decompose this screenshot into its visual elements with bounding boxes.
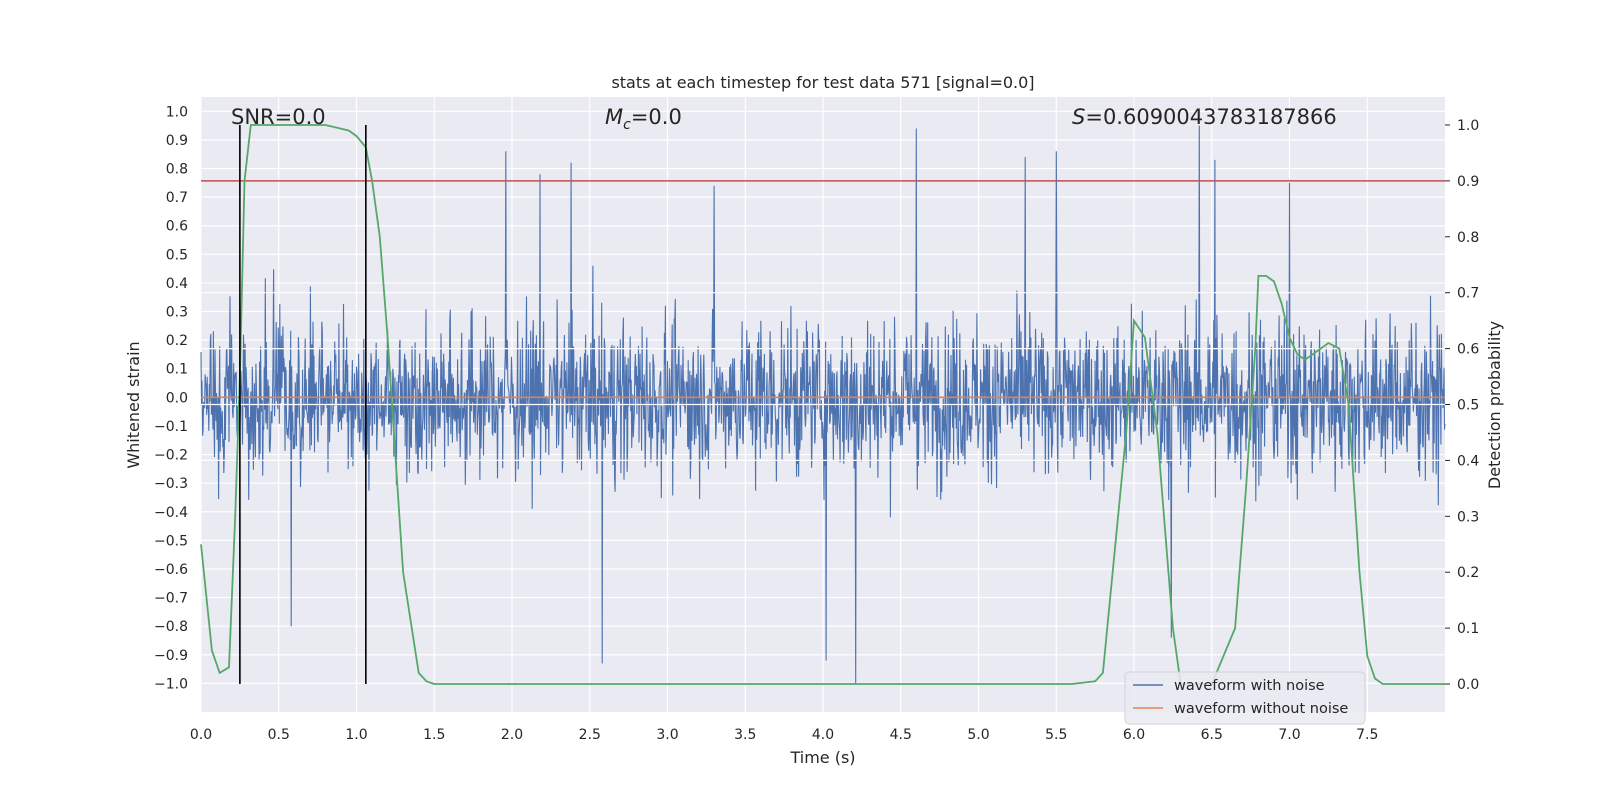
y-left-tick-label: −0.5 (154, 533, 188, 549)
x-tick-label: 7.5 (1356, 727, 1378, 743)
y-left-tick-label: −0.7 (154, 591, 188, 607)
mc-symbol: M (605, 105, 623, 129)
y-left-tick-label: −0.1 (154, 419, 188, 435)
y-left-tick-label: −0.9 (154, 648, 188, 664)
noisy-waveform-line (200, 125, 1446, 684)
y-left-tick-label: 0.2 (166, 333, 188, 349)
mc-subscript: c (623, 117, 631, 133)
x-tick-label: 0.0 (190, 727, 212, 743)
y-left-axis-ticks: 1.0 0.9 0.8 0.7 0.6 0.5 0.4 0.3 0.2 0.1 0.0 −0.1 −0.… (154, 104, 188, 692)
x-axis-ticks: 0.0 0.5 1.0 1.5 2.0 2.5 3.0 3.5 4.0 4.5 5.0 5.5 6.0 6… (190, 727, 1379, 743)
x-tick-label: 1.0 (345, 727, 367, 743)
y-left-tick-label: −0.2 (154, 448, 188, 464)
y-right-tick-label: 0.5 (1457, 398, 1479, 414)
x-tick-label: 5.0 (967, 727, 989, 743)
y-left-axis-label: Whitened strain (124, 341, 143, 468)
y-left-tick-label: 1.0 (166, 104, 188, 120)
y-right-tick-label: 0.8 (1457, 230, 1479, 246)
x-tick-label: 0.5 (268, 727, 290, 743)
noisy-waveform-series (200, 125, 1446, 684)
y-right-tick-label: 0.6 (1457, 342, 1479, 358)
y-right-axis-label: Detection probability (1485, 321, 1504, 489)
y-left-tick-label: 0.0 (166, 390, 188, 406)
y-left-tick-label: 0.4 (166, 276, 188, 292)
x-tick-label: 2.0 (501, 727, 523, 743)
y-left-tick-label: 0.8 (166, 162, 188, 178)
y-left-tick-label: 0.5 (166, 247, 188, 263)
x-tick-label: 3.0 (656, 727, 678, 743)
x-tick-label: 1.5 (423, 727, 445, 743)
chart-title: stats at each timestep for test data 571… (611, 73, 1034, 92)
y-right-tick-label: 0.4 (1457, 453, 1479, 469)
y-right-tick-label: 0.0 (1457, 677, 1479, 693)
legend-noisy-label: waveform with noise (1174, 678, 1325, 694)
y-left-tick-label: −1.0 (154, 676, 188, 692)
s-value: =0.6090043783187866 (1085, 105, 1336, 129)
x-tick-label: 2.5 (579, 727, 601, 743)
mc-annotation: Mc=0.0 (605, 105, 682, 133)
y-right-tick-label: 0.1 (1457, 621, 1479, 637)
y-right-tick-label: 1.0 (1457, 118, 1479, 134)
x-tick-label: 7.0 (1278, 727, 1300, 743)
legend: waveform with noise waveform without noi… (1124, 671, 1366, 725)
y-left-tick-label: −0.8 (154, 619, 188, 635)
y-left-tick-label: −0.3 (154, 476, 188, 492)
mc-value: =0.0 (631, 105, 682, 129)
x-tick-label: 6.0 (1123, 727, 1145, 743)
y-left-tick-label: 0.7 (166, 190, 188, 206)
x-tick-label: 5.5 (1045, 727, 1067, 743)
y-left-tick-label: 0.6 (166, 219, 188, 235)
probability-series (200, 124, 1445, 685)
y-right-tick-label: 0.9 (1457, 174, 1479, 190)
y-right-tick-label: 0.7 (1457, 286, 1479, 302)
x-axis-label: Time (s) (789, 748, 855, 767)
y-left-tick-label: 0.3 (166, 305, 188, 321)
s-symbol: S (1072, 105, 1085, 129)
x-tick-label: 3.5 (734, 727, 756, 743)
vertical-markers (239, 124, 367, 685)
y-left-tick-label: 0.1 (166, 362, 188, 378)
y-right-tick-label: 0.3 (1457, 509, 1479, 525)
y-left-tick-label: 0.9 (166, 133, 188, 149)
legend-clean-label: waveform without noise (1174, 701, 1348, 717)
y-left-tick-label: −0.6 (154, 562, 188, 578)
x-tick-label: 6.5 (1201, 727, 1223, 743)
probability-line (200, 124, 1445, 685)
y-left-tick-label: −0.4 (154, 505, 188, 521)
snr-annotation: SNR=0.0 (231, 105, 326, 129)
x-tick-label: 4.5 (890, 727, 912, 743)
legend-box (1124, 671, 1366, 725)
y-right-tick-label: 0.2 (1457, 565, 1479, 581)
s-annotation: S=0.6090043783187866 (1072, 105, 1337, 129)
y-right-axis-ticks: 1.0 0.9 0.8 0.7 0.6 0.5 0.4 0.3 0.2 0.1 0.0 (1445, 118, 1479, 693)
x-tick-label: 4.0 (812, 727, 834, 743)
